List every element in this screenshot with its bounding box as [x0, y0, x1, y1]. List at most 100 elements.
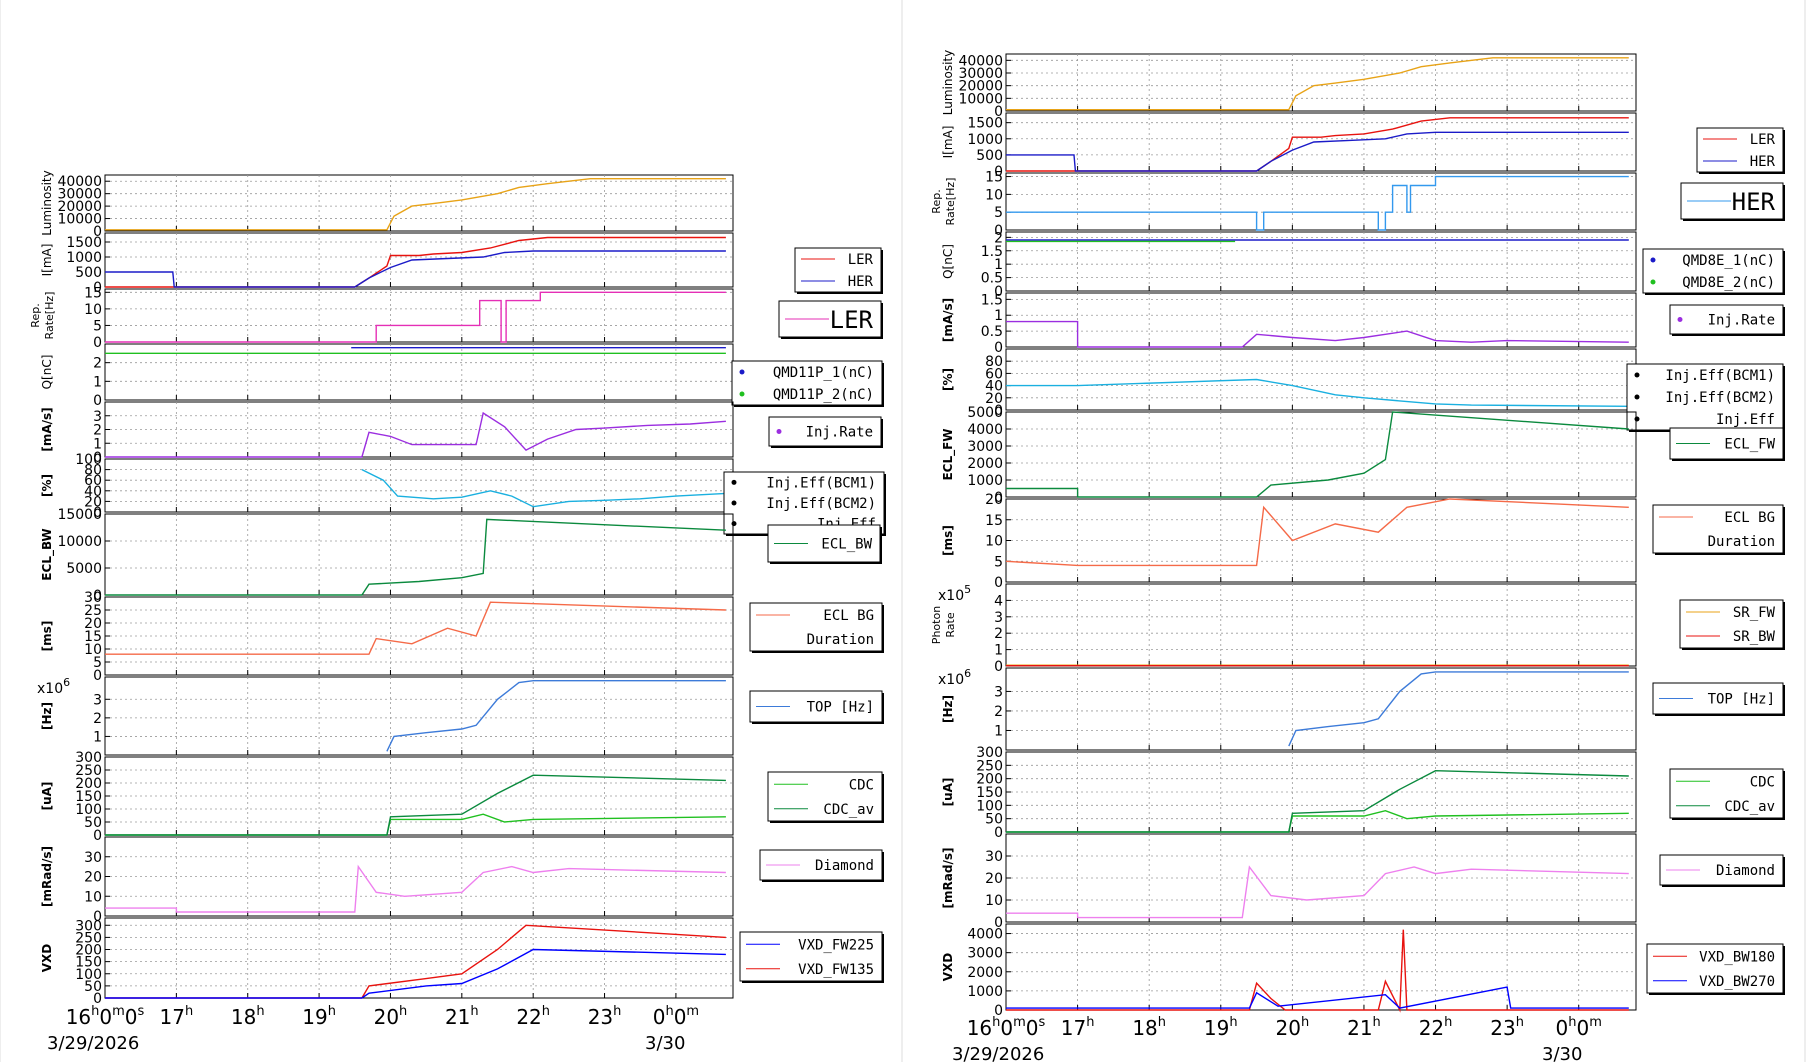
- legend-label: Duration: [1708, 534, 1775, 550]
- y-tick-label: 10000: [57, 212, 102, 228]
- legend-box: [1652, 504, 1784, 554]
- legend-label: VXD_BW180: [1699, 949, 1775, 965]
- y-tick-label: 250: [75, 763, 102, 779]
- panel-right-9: 3 2 1 x106 [Hz] TOP [Hz]: [938, 667, 1785, 751]
- y-tick-label: 200: [75, 943, 102, 959]
- y-tick-label: 300: [75, 750, 102, 766]
- y-tick-label: 0: [994, 104, 1003, 120]
- series-line-inj-eff: [361, 468, 726, 508]
- series-line-cdc-av: [105, 774, 726, 836]
- panel-frame: [104, 917, 734, 999]
- y-tick-label: 2: [93, 356, 102, 372]
- y-tick-label: 1000: [967, 473, 1003, 489]
- y-axis-label: Photon: [930, 606, 943, 644]
- panel-frame: [104, 513, 734, 596]
- legend-box: [723, 471, 885, 535]
- legend-label: HER: [1750, 154, 1776, 170]
- y-tick-label: 1: [93, 729, 102, 745]
- date-left: 3/29/2026: [952, 1044, 1044, 1062]
- time-tick-label: 22h: [516, 1004, 550, 1029]
- y-tick-label: 0.5: [981, 271, 1003, 287]
- series-line-ecl-bg-duration: [105, 601, 726, 655]
- y-axis-label: Luminosity: [941, 50, 955, 115]
- legend-left-11: VXD_FW225 VXD_FW135: [739, 931, 884, 983]
- multiplier-label: x106: [938, 667, 971, 688]
- y-tick-label: 3000: [967, 946, 1003, 962]
- legend-label: HER: [848, 274, 874, 290]
- series-line-vxd-fw225: [105, 948, 726, 999]
- y-tick-label: 20: [985, 492, 1003, 508]
- legend-label: QMD11P_1(nC): [773, 365, 874, 381]
- legend-right-11: Diamond: [1659, 854, 1785, 887]
- legend-label: QMD8E_1(nC): [1682, 253, 1775, 269]
- multiplier-label: x105: [938, 583, 971, 604]
- y-axis-label: Rate: [944, 612, 957, 637]
- y-axis-label: Luminosity: [40, 170, 54, 235]
- legend-label: Inj.Eff(BCM1): [766, 475, 876, 491]
- time-tick-label: 21h: [1347, 1015, 1381, 1040]
- y-tick-label: 2: [994, 626, 1003, 642]
- y-axis-label: VXD: [40, 944, 54, 973]
- y-tick-label: 50: [84, 815, 102, 831]
- y-tick-label: 500: [75, 265, 102, 281]
- legend-box: [767, 771, 883, 822]
- time-tick-label: 0h0m: [1556, 1015, 1602, 1040]
- legend-label: VXD_FW225: [798, 937, 874, 953]
- legend-left-7: ECL BG Duration: [749, 602, 884, 653]
- legend-label: LER: [830, 306, 874, 334]
- time-tick-label: 20h: [374, 1004, 408, 1029]
- legend-marker: [1650, 257, 1656, 263]
- y-tick-label: 0: [93, 335, 102, 351]
- chart-right: 400003000020000100000Luminosity150010005…: [930, 50, 1785, 1062]
- legend-label: SR_BW: [1733, 629, 1776, 645]
- y-tick-label: 3: [93, 692, 102, 708]
- series-line-vxd-bw270: [1006, 986, 1629, 1009]
- legend-label: ECL_BW: [821, 537, 872, 553]
- chart-layer: 400003000020000100000Luminosity150010005…: [29, 50, 1785, 1062]
- y-tick-label: 0: [93, 224, 102, 240]
- y-tick-label: 20: [84, 494, 102, 510]
- y-tick-label: 250: [976, 758, 1003, 774]
- y-tick-label: 300: [75, 918, 102, 934]
- panel-frame: [1005, 411, 1637, 498]
- legend-marker: [1634, 416, 1640, 422]
- y-tick-label: 60: [84, 473, 102, 489]
- legend-label: Inj.Eff(BCM2): [1665, 390, 1775, 406]
- legend-marker: [731, 521, 737, 527]
- y-axis-label: [mRad/s]: [40, 846, 54, 907]
- legend-box: [749, 602, 883, 652]
- legend-marker: [1677, 317, 1683, 322]
- series-line-top-hz-: [386, 680, 726, 752]
- y-tick-label: 40000: [958, 53, 1003, 69]
- y-tick-label: 1: [93, 436, 102, 452]
- legend-box: [1669, 768, 1784, 819]
- y-tick-label: 250: [75, 930, 102, 946]
- legend-marker: [731, 479, 737, 485]
- y-tick-label: 0: [994, 223, 1003, 239]
- legend-label: SR_FW: [1733, 605, 1776, 621]
- y-tick-label: 2: [93, 711, 102, 727]
- legend-box: [768, 416, 882, 447]
- y-axis-label: [ms]: [941, 525, 955, 556]
- y-tick-label: 1: [93, 374, 102, 390]
- y-tick-label: 0: [994, 403, 1003, 419]
- y-tick-label: 0: [994, 284, 1003, 300]
- y-tick-label: 40000: [57, 174, 102, 190]
- series-line-inj-eff: [1006, 378, 1629, 407]
- legend-left-2: LER: [778, 300, 883, 339]
- legend-label: VXD_FW135: [798, 962, 874, 978]
- series-line-inj-rate: [105, 411, 726, 458]
- series-line-vxd-bw180: [1006, 929, 1629, 1013]
- y-tick-label: 10: [84, 889, 102, 905]
- legend-marker: [731, 500, 737, 506]
- legend-marker: [1650, 279, 1656, 285]
- y-tick-label: 5: [93, 318, 102, 334]
- y-tick-label: 5000: [967, 405, 1003, 421]
- y-tick-label: 0: [93, 505, 102, 521]
- series-line-ecl-bw: [105, 518, 726, 596]
- legend-box: [759, 849, 883, 881]
- y-tick-label: 4000: [967, 422, 1003, 438]
